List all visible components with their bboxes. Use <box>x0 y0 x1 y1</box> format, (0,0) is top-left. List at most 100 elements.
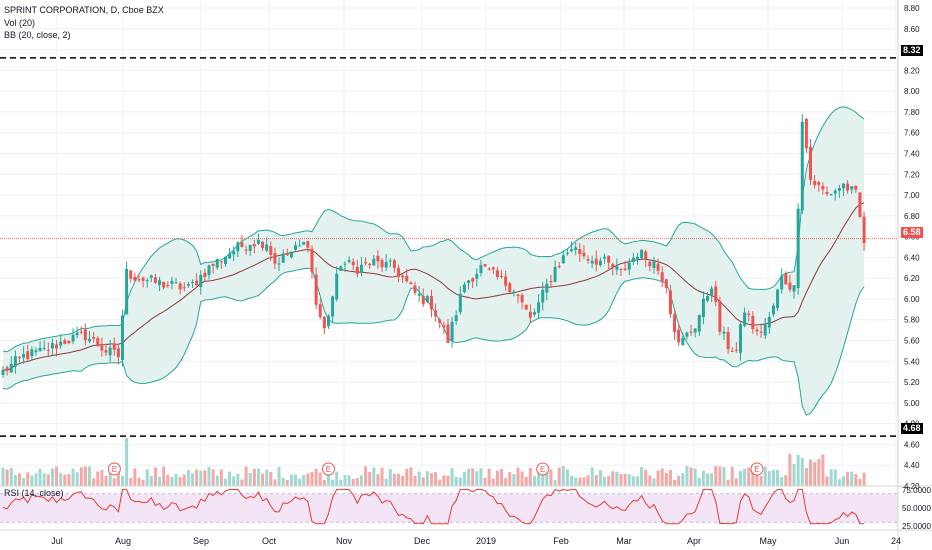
candle-body[interactable] <box>125 268 129 315</box>
candle-body[interactable] <box>570 249 574 252</box>
candle-body[interactable] <box>108 347 112 356</box>
candle-body[interactable] <box>767 316 771 328</box>
candle-body[interactable] <box>285 253 289 256</box>
candle-body[interactable] <box>100 345 104 351</box>
candle-body[interactable] <box>153 277 157 283</box>
candle-body[interactable] <box>265 244 269 251</box>
candle-body[interactable] <box>376 255 380 262</box>
candle-body[interactable] <box>372 258 376 266</box>
candle-body[interactable] <box>516 294 520 297</box>
candle-body[interactable] <box>92 337 96 339</box>
horizontal-levels[interactable] <box>0 57 898 437</box>
candle-body[interactable] <box>326 315 330 327</box>
candle-body[interactable] <box>364 262 368 264</box>
candle-body[interactable] <box>541 289 545 303</box>
candle-body[interactable] <box>5 367 9 372</box>
candle-body[interactable] <box>771 305 775 315</box>
candle-body[interactable] <box>850 186 854 190</box>
candle-body[interactable] <box>244 249 248 251</box>
candle-body[interactable] <box>644 251 648 260</box>
candle-body[interactable] <box>763 324 767 336</box>
candle-body[interactable] <box>215 259 219 268</box>
candle-body[interactable] <box>549 281 553 283</box>
candle-body[interactable] <box>133 276 137 281</box>
candle-body[interactable] <box>846 183 850 191</box>
candle-body[interactable] <box>137 279 141 281</box>
candle-body[interactable] <box>88 338 92 342</box>
candle-body[interactable] <box>83 329 87 341</box>
candle-body[interactable] <box>565 252 569 254</box>
earnings-marker[interactable] <box>750 462 764 476</box>
candle-body[interactable] <box>273 253 277 264</box>
candle-body[interactable] <box>837 188 841 191</box>
candle-body[interactable] <box>578 249 582 254</box>
candle-body[interactable] <box>800 121 804 211</box>
earnings-marker[interactable] <box>321 462 335 476</box>
candle-body[interactable] <box>261 241 265 248</box>
earnings-marker[interactable] <box>107 462 121 476</box>
candle-body[interactable] <box>833 190 837 194</box>
candle-body[interactable] <box>339 266 343 271</box>
candle-body[interactable] <box>318 304 322 318</box>
candle-body[interactable] <box>116 348 120 358</box>
candle-body[interactable] <box>648 261 652 267</box>
candle-body[interactable] <box>207 265 211 276</box>
candle-body[interactable] <box>281 253 285 263</box>
candle-body[interactable] <box>240 242 244 247</box>
candle-body[interactable] <box>310 248 314 273</box>
candle-body[interactable] <box>623 268 627 271</box>
candle-body[interactable] <box>640 249 644 259</box>
candle-body[interactable] <box>685 332 689 337</box>
candle-body[interactable] <box>664 279 668 288</box>
candle-body[interactable] <box>248 244 252 251</box>
candle-body[interactable] <box>537 302 541 313</box>
candle-body[interactable] <box>50 343 54 349</box>
candle-body[interactable] <box>603 256 607 259</box>
candle-body[interactable] <box>726 332 730 350</box>
candle-body[interactable] <box>314 274 318 305</box>
candle-body[interactable] <box>454 315 458 322</box>
candle-body[interactable] <box>392 260 396 268</box>
candle-body[interactable] <box>491 267 495 270</box>
candle-body[interactable] <box>722 331 726 334</box>
candle-body[interactable] <box>520 294 524 303</box>
candle-body[interactable] <box>355 267 359 274</box>
candle-body[interactable] <box>112 344 116 350</box>
candle-body[interactable] <box>223 256 227 265</box>
candle-body[interactable] <box>734 349 738 351</box>
candle-body[interactable] <box>322 316 326 329</box>
candle-body[interactable] <box>302 241 306 245</box>
candle-body[interactable] <box>673 314 677 333</box>
candle-body[interactable] <box>409 282 413 285</box>
candle-body[interactable] <box>166 284 170 286</box>
candle-body[interactable] <box>186 284 190 286</box>
candle-body[interactable] <box>574 247 578 250</box>
candle-body[interactable] <box>388 260 392 262</box>
candle-body[interactable] <box>825 192 829 195</box>
candle-body[interactable] <box>343 263 347 265</box>
candle-body[interactable] <box>335 273 339 300</box>
candle-body[interactable] <box>450 321 454 342</box>
candle-body[interactable] <box>421 296 425 305</box>
candle-body[interactable] <box>582 252 586 257</box>
candle-body[interactable] <box>660 272 664 282</box>
candle-body[interactable] <box>561 255 565 264</box>
candle-body[interactable] <box>195 280 199 286</box>
candle-body[interactable] <box>347 260 351 262</box>
candle-body[interactable] <box>796 208 800 288</box>
candle-body[interactable] <box>1 369 5 375</box>
candle-body[interactable] <box>269 246 273 255</box>
candle-body[interactable] <box>199 274 203 287</box>
candle-body[interactable] <box>145 280 149 282</box>
candle-body[interactable] <box>384 262 388 268</box>
candle-body[interactable] <box>59 341 63 346</box>
candle-body[interactable] <box>162 281 166 288</box>
candle-body[interactable] <box>784 273 788 285</box>
candle-body[interactable] <box>405 275 409 282</box>
candle-body[interactable] <box>743 312 747 326</box>
candle-body[interactable] <box>780 275 784 290</box>
candle-body[interactable] <box>553 266 557 282</box>
candle-body[interactable] <box>182 287 186 289</box>
candle-body[interactable] <box>42 347 46 349</box>
candle-body[interactable] <box>792 285 796 292</box>
